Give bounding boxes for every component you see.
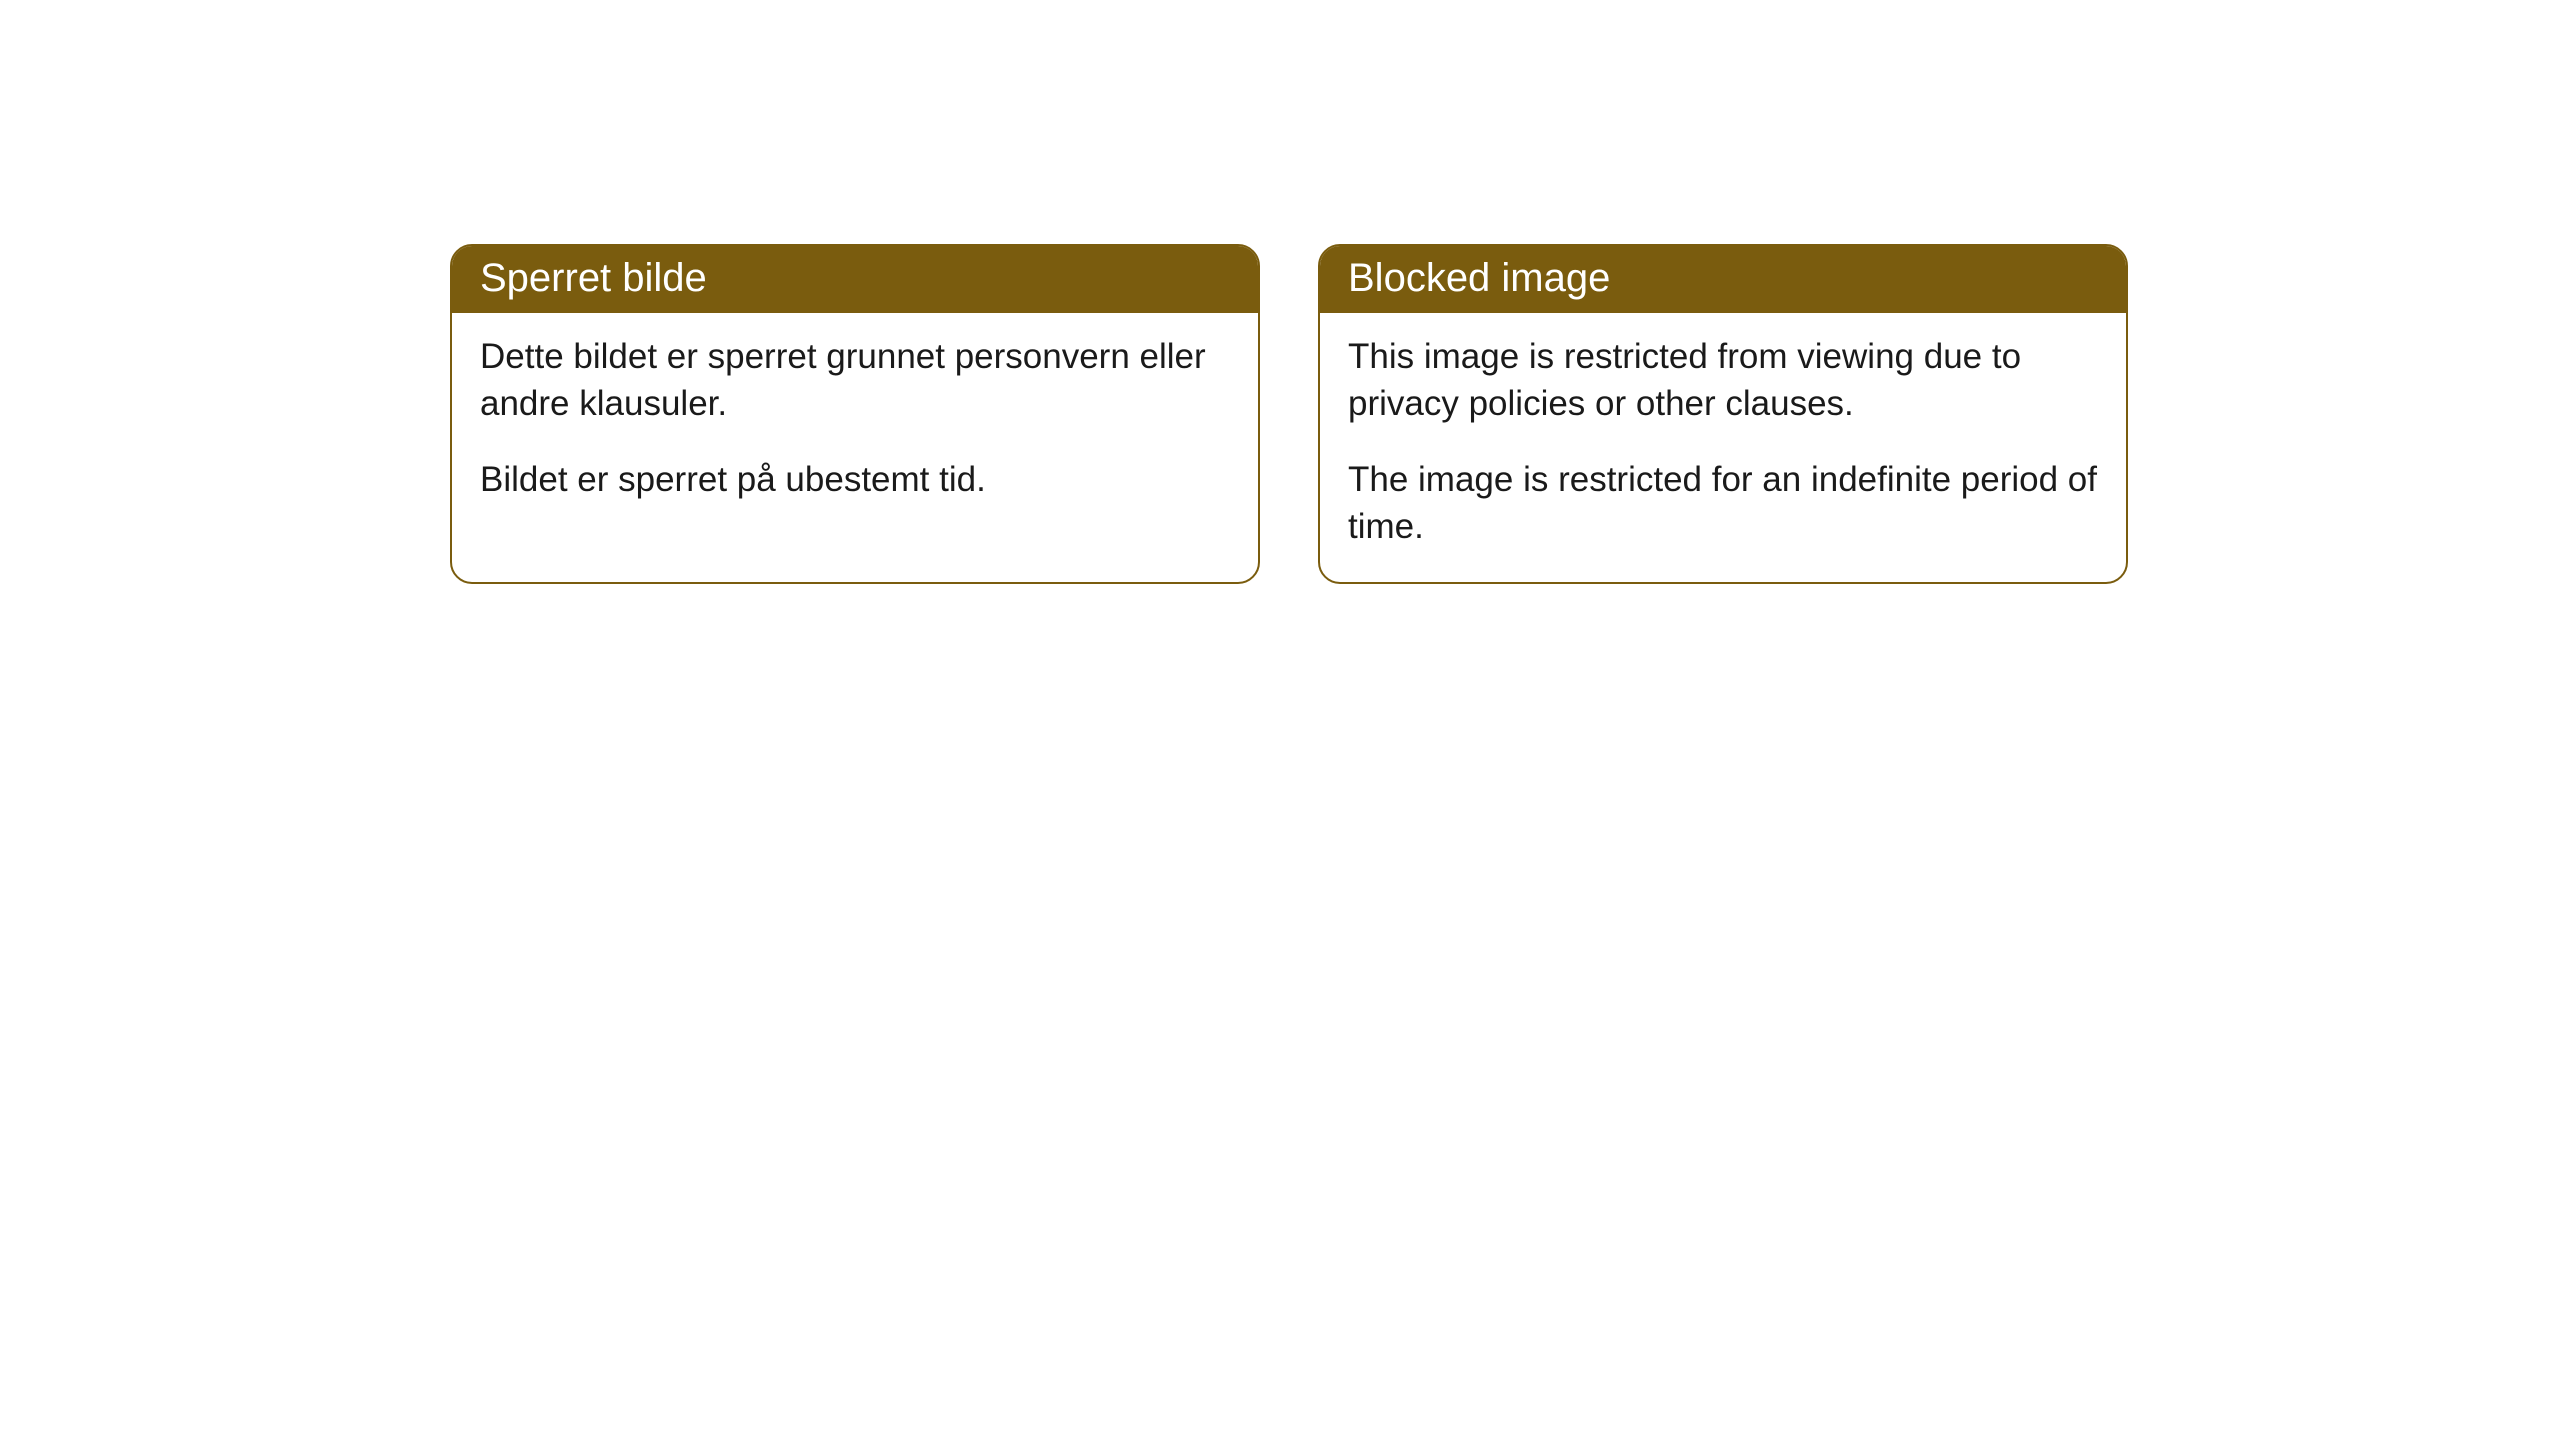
card-title: Sperret bilde (480, 256, 707, 300)
card-paragraph: Bildet er sperret på ubestemt tid. (480, 456, 1230, 503)
card-paragraph: Dette bildet er sperret grunnet personve… (480, 333, 1230, 428)
card-title: Blocked image (1348, 256, 1610, 300)
notice-cards-container: Sperret bilde Dette bildet er sperret gr… (450, 244, 2128, 584)
card-paragraph: The image is restricted for an indefinit… (1348, 456, 2098, 551)
card-body: Dette bildet er sperret grunnet personve… (452, 313, 1258, 535)
card-body: This image is restricted from viewing du… (1320, 313, 2126, 582)
card-header: Blocked image (1320, 246, 2126, 313)
blocked-image-card-english: Blocked image This image is restricted f… (1318, 244, 2128, 584)
card-header: Sperret bilde (452, 246, 1258, 313)
card-paragraph: This image is restricted from viewing du… (1348, 333, 2098, 428)
blocked-image-card-norwegian: Sperret bilde Dette bildet er sperret gr… (450, 244, 1260, 584)
